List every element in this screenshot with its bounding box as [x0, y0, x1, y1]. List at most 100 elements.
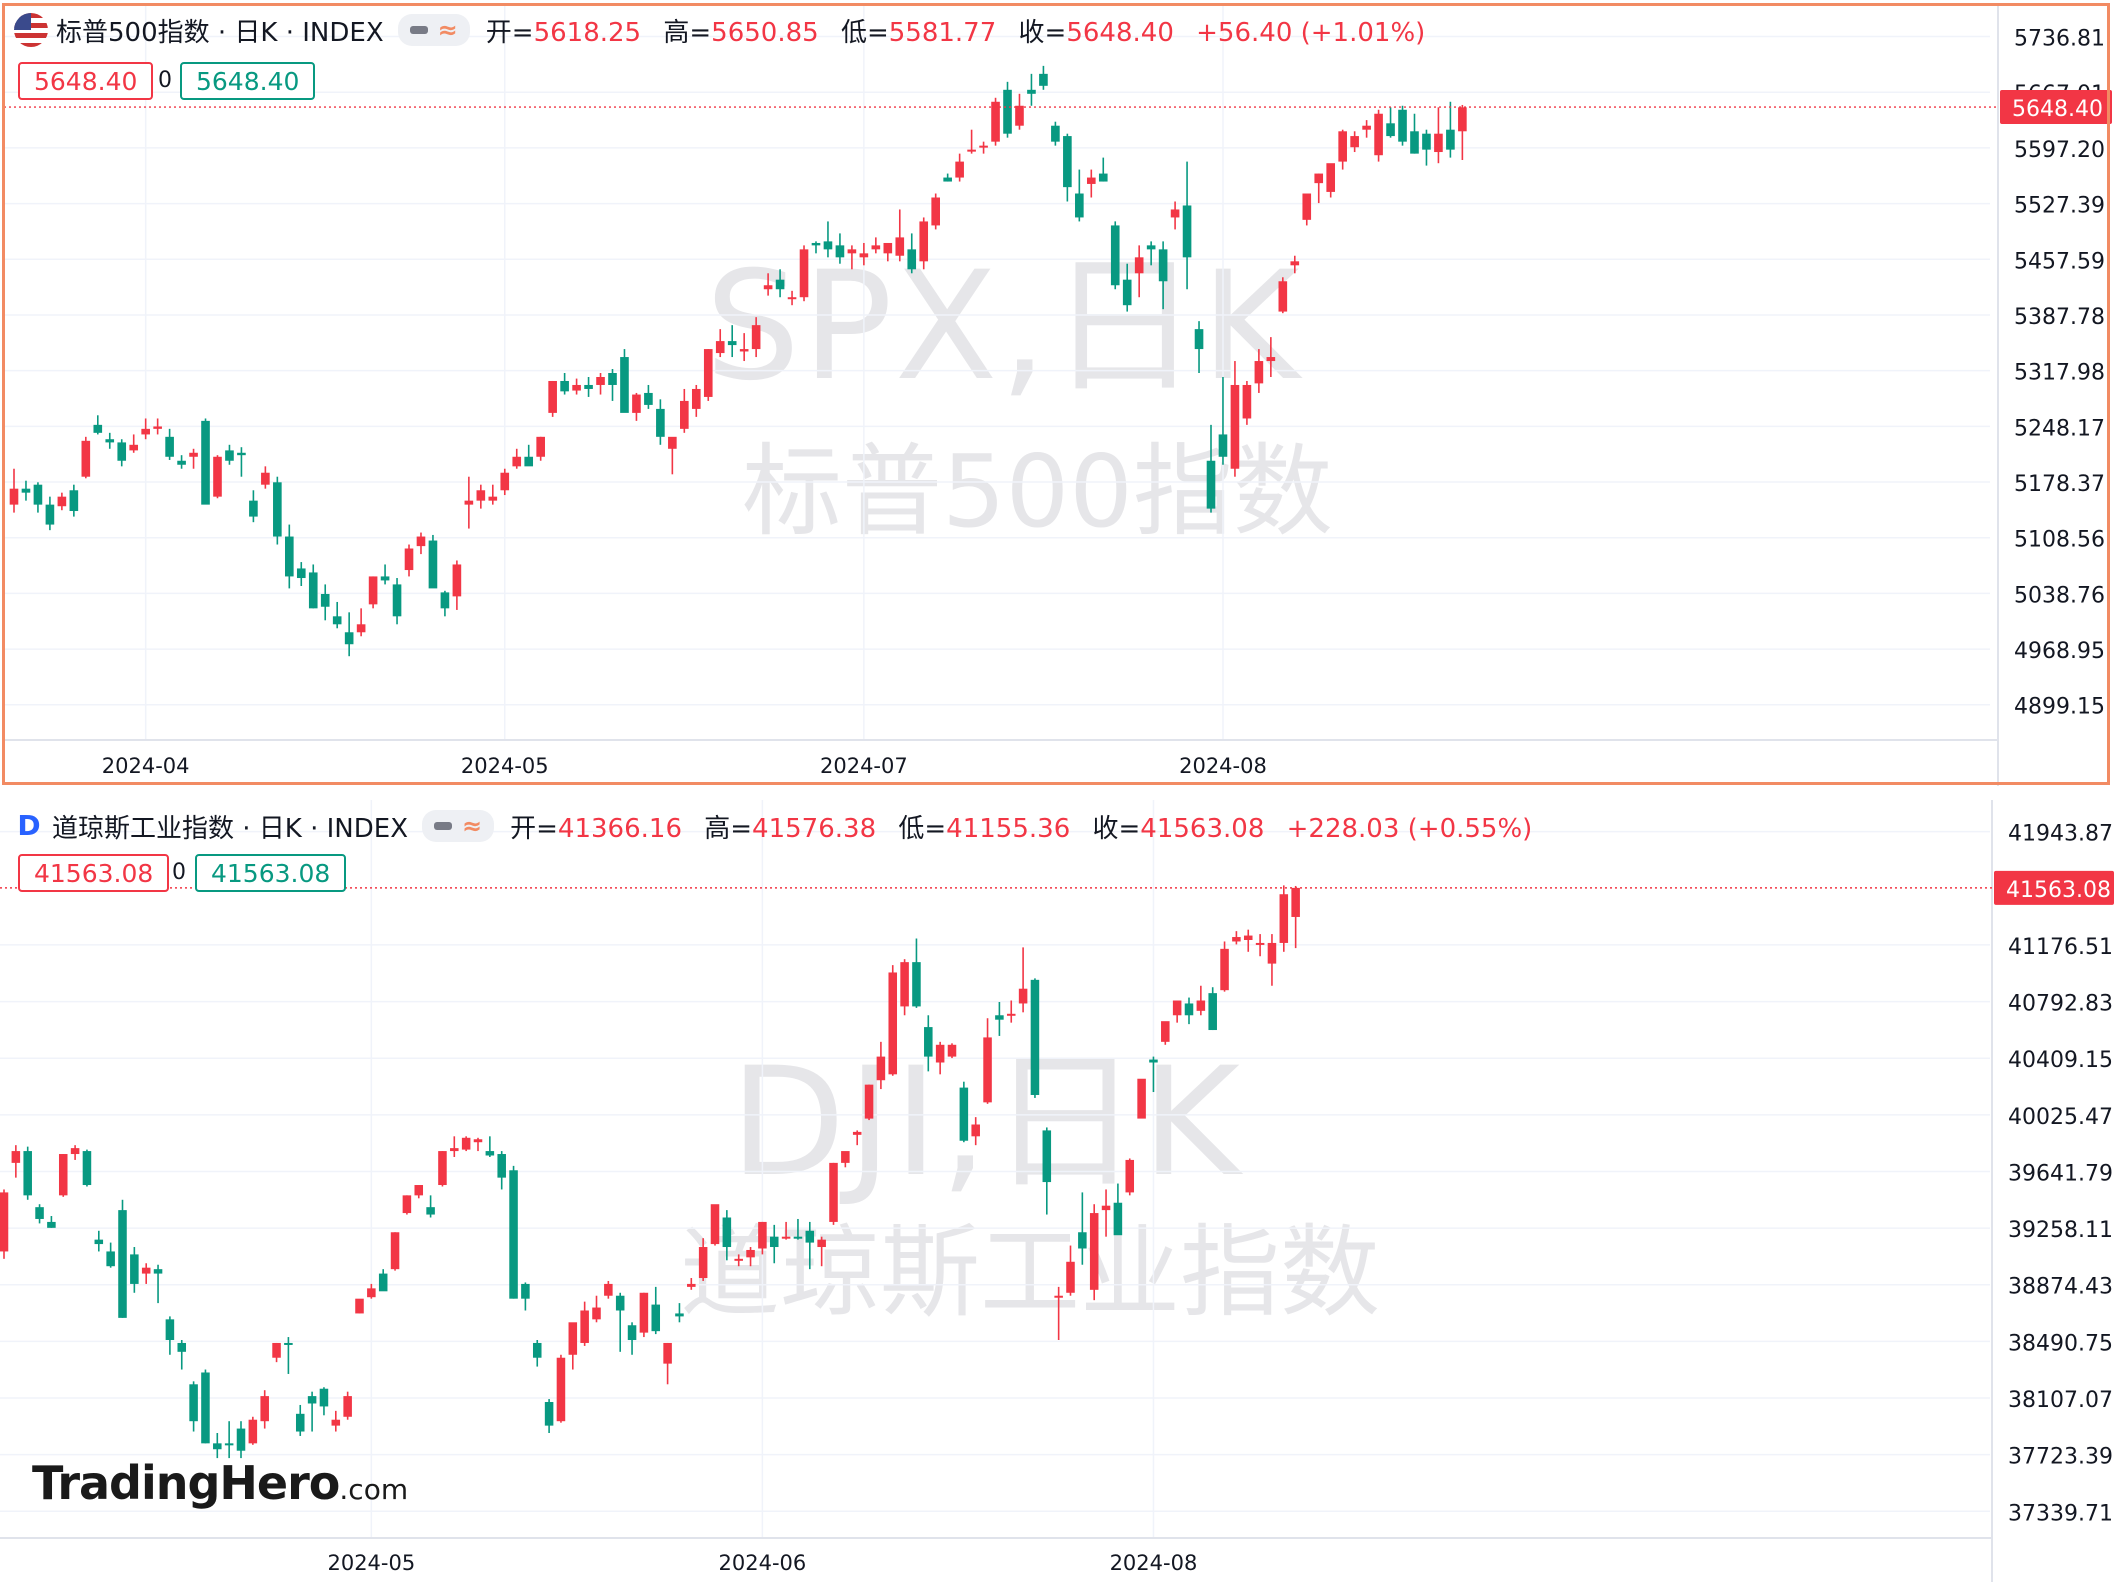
candle-body	[536, 436, 545, 457]
candle-body	[94, 1239, 104, 1245]
high-label: 高=	[663, 17, 712, 48]
candle-body	[1220, 948, 1229, 991]
symbol-title[interactable]: 标普500指数 · 日K · INDEX	[56, 17, 384, 48]
candle-body	[165, 436, 174, 457]
candle-body	[1134, 257, 1144, 274]
dji-chart-panel[interactable]: DJI,日K 道琼斯工业指数 41943.87 41176.51 40792.83 4…	[0, 796, 2114, 1582]
symbol-title[interactable]: 道琼斯工业指数 · 日K · INDEX	[52, 813, 409, 844]
candle-body	[331, 1419, 341, 1426]
candle-body	[355, 1298, 364, 1314]
change-value: +228.03 (+0.55%)	[1286, 813, 1533, 844]
candle-body	[153, 426, 162, 429]
candle-body	[93, 424, 103, 433]
visibility-icon[interactable]	[409, 26, 428, 34]
candle-body	[811, 242, 821, 246]
y-tick-label: 40409.15	[2008, 1048, 2113, 1073]
close-label: 收=	[1018, 17, 1067, 48]
x-tick-label: 2024-07	[820, 754, 908, 778]
candle-body	[1149, 1059, 1158, 1063]
candle-body	[165, 1319, 175, 1341]
candle-body	[23, 1151, 32, 1196]
candle-body	[556, 1357, 566, 1422]
candle-body	[799, 249, 809, 298]
candle-body	[687, 1283, 696, 1287]
candle-body	[260, 1396, 269, 1422]
candle-body	[572, 384, 581, 391]
legend-controls[interactable]: ≈	[397, 14, 470, 46]
candle-body	[715, 341, 725, 354]
buy-price-box[interactable]: 5648.40	[180, 62, 316, 100]
candle-body	[378, 1273, 388, 1292]
sell-price-box[interactable]: 41563.08	[18, 854, 170, 892]
candle-body	[859, 253, 869, 258]
candle-body	[931, 197, 940, 226]
candle-body	[1350, 136, 1359, 148]
candle-body	[983, 1037, 992, 1103]
y-tick-label: 39258.11	[2008, 1218, 2113, 1243]
candle-body	[320, 593, 330, 607]
candle-body	[1386, 123, 1395, 137]
visibility-icon[interactable]	[434, 822, 453, 830]
candle-body	[426, 1207, 435, 1215]
candle-body	[775, 279, 785, 290]
wave-icon[interactable]: ≈	[437, 16, 458, 44]
candle-body	[118, 1210, 127, 1318]
candle-body	[1051, 125, 1060, 142]
candle-body	[955, 161, 964, 178]
candle-body	[428, 540, 438, 589]
candle-body	[201, 420, 210, 505]
candle-body	[9, 488, 19, 505]
legend-controls[interactable]: ≈	[422, 810, 495, 842]
candle-body	[47, 1221, 56, 1228]
candle-body	[343, 1396, 352, 1417]
candle-body	[177, 1342, 187, 1352]
candle-body	[907, 249, 917, 270]
candle-body	[201, 1372, 210, 1444]
sell-price-box[interactable]: 5648.40	[18, 62, 154, 100]
candle-body	[947, 1044, 957, 1057]
candle-body	[1122, 279, 1132, 306]
candle-body	[57, 496, 67, 507]
candle-body	[727, 341, 737, 346]
candle-body	[473, 1139, 483, 1143]
candle-body	[596, 376, 605, 385]
candle-body	[924, 1027, 933, 1057]
buy-price-box[interactable]: 41563.08	[195, 854, 347, 892]
candle-body	[883, 242, 893, 254]
candle-body	[485, 1151, 495, 1156]
candle-body	[390, 1232, 400, 1270]
high-label: 高=	[704, 813, 753, 844]
candle-body	[285, 536, 294, 577]
open-label: 开=	[510, 813, 558, 844]
wave-icon[interactable]: ≈	[462, 812, 483, 840]
change-value: +56.40 (+1.01%)	[1196, 17, 1426, 48]
x-tick-label: 2024-04	[102, 754, 190, 778]
candle-body	[967, 149, 976, 152]
candle-body	[1042, 1130, 1052, 1183]
candle-body	[1158, 249, 1168, 282]
open-label: 开=	[485, 17, 534, 48]
candle-body	[58, 1154, 68, 1196]
x-tick-label: 2024-05	[327, 1551, 415, 1575]
candle-body	[402, 1195, 412, 1214]
spx-legend: 标普500指数 · 日K · INDEX ≈ 开=5618.25 高=5650.…	[14, 10, 1425, 50]
candle-body	[404, 548, 414, 571]
candle-body	[261, 472, 270, 485]
candle-body	[959, 1087, 969, 1141]
spx-candlestick-chart[interactable]: 5736.815667.015597.205527.395457.595387.…	[0, 0, 2114, 790]
candle-body	[1027, 89, 1036, 94]
ohlc-values: 开=41366.16 高=41576.38 低=41155.36 收=41563…	[510, 808, 1532, 845]
candle-body	[213, 1443, 222, 1450]
dji-candlestick-chart[interactable]: 41943.87 41176.51 40792.83 40409.15 40025.47…	[0, 796, 2114, 1582]
candle-body	[1063, 136, 1072, 188]
candle-body	[1196, 1000, 1206, 1011]
candle-body	[1146, 245, 1156, 250]
spx-chart-panel[interactable]: SPX,日K 标普500指数 5736.815667.015597.205527…	[0, 0, 2114, 790]
candle-body	[273, 482, 282, 537]
candle-body	[739, 349, 749, 352]
low-value: 5581.77	[888, 17, 997, 48]
candle-body	[847, 249, 857, 254]
candle-body	[971, 1124, 980, 1137]
candle-body	[440, 592, 450, 609]
candle-body	[651, 1304, 661, 1332]
